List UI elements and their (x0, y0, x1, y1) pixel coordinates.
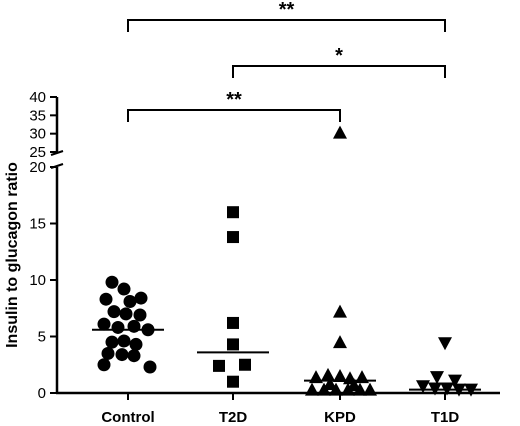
significance-label: * (335, 45, 343, 67)
data-point-circle (134, 291, 148, 305)
data-points (97, 125, 478, 397)
y-tick-label: 0 (38, 385, 46, 402)
data-point-triangle-up (353, 382, 367, 396)
x-tick-label: T1D (431, 409, 460, 426)
data-point-triangle-up (323, 376, 337, 390)
significance-bracket (127, 109, 341, 122)
y-tick-label: 30 (29, 126, 46, 143)
data-point-square (227, 338, 239, 351)
data-point-triangle-down (438, 337, 452, 351)
data-point-square (227, 316, 239, 329)
data-point-circle (111, 320, 125, 334)
significance-bracket (127, 19, 446, 32)
y-tick-label: 5 (38, 329, 46, 346)
data-point-triangle-down (430, 371, 444, 385)
data-point-square (227, 231, 239, 244)
data-point-triangle-up (333, 125, 347, 139)
data-point-circle (97, 317, 111, 331)
data-point-circle (115, 348, 129, 362)
data-point-circle (143, 360, 157, 374)
y-tick-label: 40 (29, 89, 46, 106)
data-point-circle (105, 275, 119, 289)
data-point-circle (97, 358, 111, 372)
data-point-circle (105, 335, 119, 349)
data-point-circle (127, 349, 141, 363)
significance-label: ** (279, 0, 295, 21)
x-tick-label: Control (101, 409, 154, 426)
y-tick-label: 25 (29, 144, 46, 161)
data-point-triangle-up (305, 382, 319, 396)
data-point-circle (107, 305, 121, 319)
data-point-square (213, 359, 225, 372)
x-tick-label: KPD (324, 409, 356, 426)
data-point-triangle-up (333, 335, 347, 349)
data-point-triangle-up (321, 367, 335, 381)
data-point-circle (117, 282, 131, 296)
data-point-triangle-up (333, 369, 347, 383)
data-point-circle (99, 292, 113, 306)
data-point-circle (127, 319, 141, 333)
data-point-triangle-up (347, 378, 361, 392)
x-tick-label: T2D (219, 409, 248, 426)
data-point-circle (133, 308, 147, 322)
y-tick-label: 10 (29, 272, 46, 289)
data-point-circle (123, 294, 137, 308)
data-point-square (227, 206, 239, 219)
data-point-triangle-down (416, 380, 430, 394)
data-point-circle (117, 334, 131, 348)
y-tick-label: 20 (29, 159, 46, 176)
data-point-square (227, 375, 239, 388)
data-point-triangle-up (341, 382, 355, 396)
significance-bracket (232, 65, 446, 78)
data-point-circle (129, 337, 143, 351)
data-point-square (239, 358, 251, 371)
y-tick-label: 15 (29, 216, 46, 233)
y-tick-label: 35 (29, 107, 46, 124)
significance-brackets: ***** (127, 0, 446, 122)
data-point-circle (119, 307, 133, 321)
data-point-triangle-up (333, 304, 347, 318)
significance-label: ** (226, 89, 242, 111)
data-point-triangle-up (363, 382, 377, 396)
y-axis-label: Insulin to glucagon ratio (4, 162, 21, 348)
data-point-triangle-down (448, 374, 462, 388)
median-lines (92, 328, 481, 391)
data-point-circle (101, 346, 115, 360)
